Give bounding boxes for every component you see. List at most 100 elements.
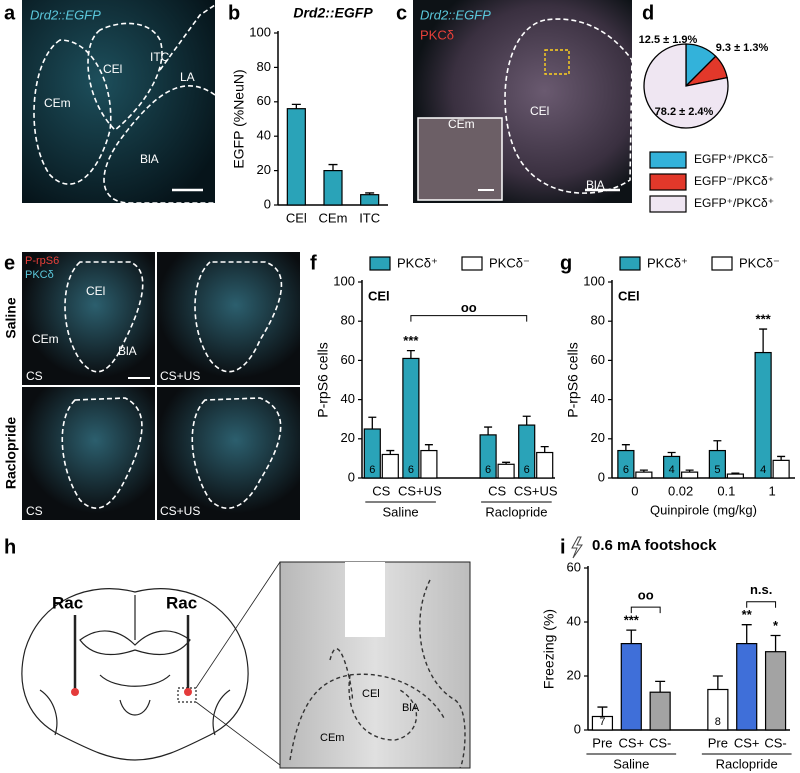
condition-label: CS+US — [160, 369, 200, 383]
error-bar — [597, 706, 608, 717]
region-label: BlA — [140, 152, 159, 166]
error-bar — [502, 461, 511, 465]
probe-label: Rac — [52, 593, 83, 612]
n-label: 4 — [760, 464, 766, 476]
annotation: ** — [742, 607, 753, 622]
legend-swatch — [619, 256, 641, 271]
legend-swatch — [649, 195, 687, 213]
annotation: oo — [461, 300, 477, 315]
y-tick-label: 40 — [257, 128, 271, 143]
y-tick-label: 80 — [257, 59, 271, 74]
bar — [286, 108, 306, 206]
error-bar — [667, 451, 676, 457]
error-bar — [759, 328, 768, 353]
panel-letter: a — [4, 2, 16, 24]
legend-label: EGFP⁺/PKCδ⁺ — [694, 196, 774, 210]
bracket — [410, 315, 528, 322]
bar — [772, 459, 790, 479]
annotation: *** — [624, 613, 640, 628]
annotation: *** — [756, 311, 772, 326]
error-bar — [328, 163, 338, 171]
annotation: CEl — [368, 288, 390, 303]
n-label: 4 — [669, 464, 675, 476]
error-bar — [365, 192, 375, 195]
y-tick-label: 20 — [591, 430, 605, 445]
y-tick-label: 100 — [249, 24, 271, 39]
bar — [754, 351, 772, 479]
y-tick-label: 0 — [348, 469, 355, 484]
y-tick-label: 60 — [341, 352, 355, 367]
annotation: oo — [638, 588, 654, 603]
legend-swatch — [461, 256, 483, 271]
bar — [764, 651, 787, 731]
value-label: 78.2 ± 2.4% — [655, 106, 714, 118]
x-tick-label: CEm — [319, 210, 348, 225]
error-bar — [484, 426, 493, 435]
error-bar — [777, 455, 786, 461]
panel-letter: b — [228, 2, 240, 24]
legend-swatch — [711, 256, 733, 271]
annotation: *** — [403, 333, 419, 348]
error-bar — [712, 675, 723, 690]
error-bar — [540, 445, 549, 453]
n-label: 6 — [369, 464, 375, 476]
stain-label: P-rpS6 — [25, 255, 59, 267]
error-bar — [626, 629, 637, 644]
y-tick-label: 40 — [591, 391, 605, 406]
group-label: Raclopride — [716, 756, 778, 771]
error-bar — [639, 469, 648, 473]
legend-swatch — [649, 151, 687, 169]
probe-label: Rac — [166, 593, 197, 612]
stain-label: Drd2::EGFP — [30, 7, 101, 22]
n-label: 7 — [599, 716, 605, 728]
n-label: 8 — [715, 716, 721, 728]
legend-swatch — [369, 256, 391, 271]
y-tick-label: 0 — [574, 721, 581, 736]
stain-label: PKCδ — [420, 27, 454, 42]
stain-label: PKCδ — [25, 269, 54, 281]
annotation: n.s. — [750, 582, 772, 597]
row-label: Saline — [3, 297, 19, 338]
value-label: 12.5 ± 1.9% — [639, 34, 698, 46]
stain-label: Drd2::EGFP — [420, 7, 491, 22]
bar — [635, 471, 653, 479]
x-tick-label: Pre — [592, 735, 612, 750]
n-label: 6 — [408, 464, 414, 476]
n-label: 6 — [485, 464, 491, 476]
annotation: * — [773, 618, 779, 633]
x-tick-label: ITC — [359, 210, 380, 225]
region-label: LA — [180, 70, 195, 84]
y-tick-label: 0 — [598, 469, 605, 484]
legend-label: EGFP⁻/PKCδ⁺ — [694, 174, 774, 188]
y-tick-label: 20 — [341, 430, 355, 445]
bar — [620, 642, 642, 731]
panel-letter: c — [396, 2, 407, 24]
error-bar — [291, 103, 301, 109]
panel-letter: f — [310, 252, 317, 274]
brain-schematic — [21, 561, 281, 766]
region-label: CEm — [320, 732, 344, 744]
x-tick-label: CS+US — [398, 483, 442, 498]
error-bar — [713, 440, 722, 451]
x-tick-label: 0.1 — [717, 483, 735, 498]
region-label: CEl — [103, 62, 122, 76]
region-label: BlA — [118, 344, 137, 358]
error-bar — [424, 444, 433, 451]
bar — [649, 691, 671, 731]
y-tick-label: 0 — [264, 196, 271, 211]
x-tick-label: CS- — [764, 735, 786, 750]
error-bar — [731, 472, 740, 475]
panel-letter: d — [642, 2, 654, 24]
bar — [360, 194, 380, 206]
y-tick-label: 20 — [567, 667, 581, 682]
bar — [323, 170, 343, 206]
y-tick-label: 60 — [591, 352, 605, 367]
bar — [726, 473, 744, 479]
legend-label: PKCδ⁺ — [397, 255, 438, 270]
bar — [681, 471, 699, 479]
panel-letter: g — [560, 252, 572, 274]
region-label: CEm — [32, 332, 59, 346]
annotation: CEl — [618, 288, 640, 303]
y-tick-label: 60 — [567, 559, 581, 574]
chart-title: 0.6 mA footshock — [592, 537, 717, 554]
